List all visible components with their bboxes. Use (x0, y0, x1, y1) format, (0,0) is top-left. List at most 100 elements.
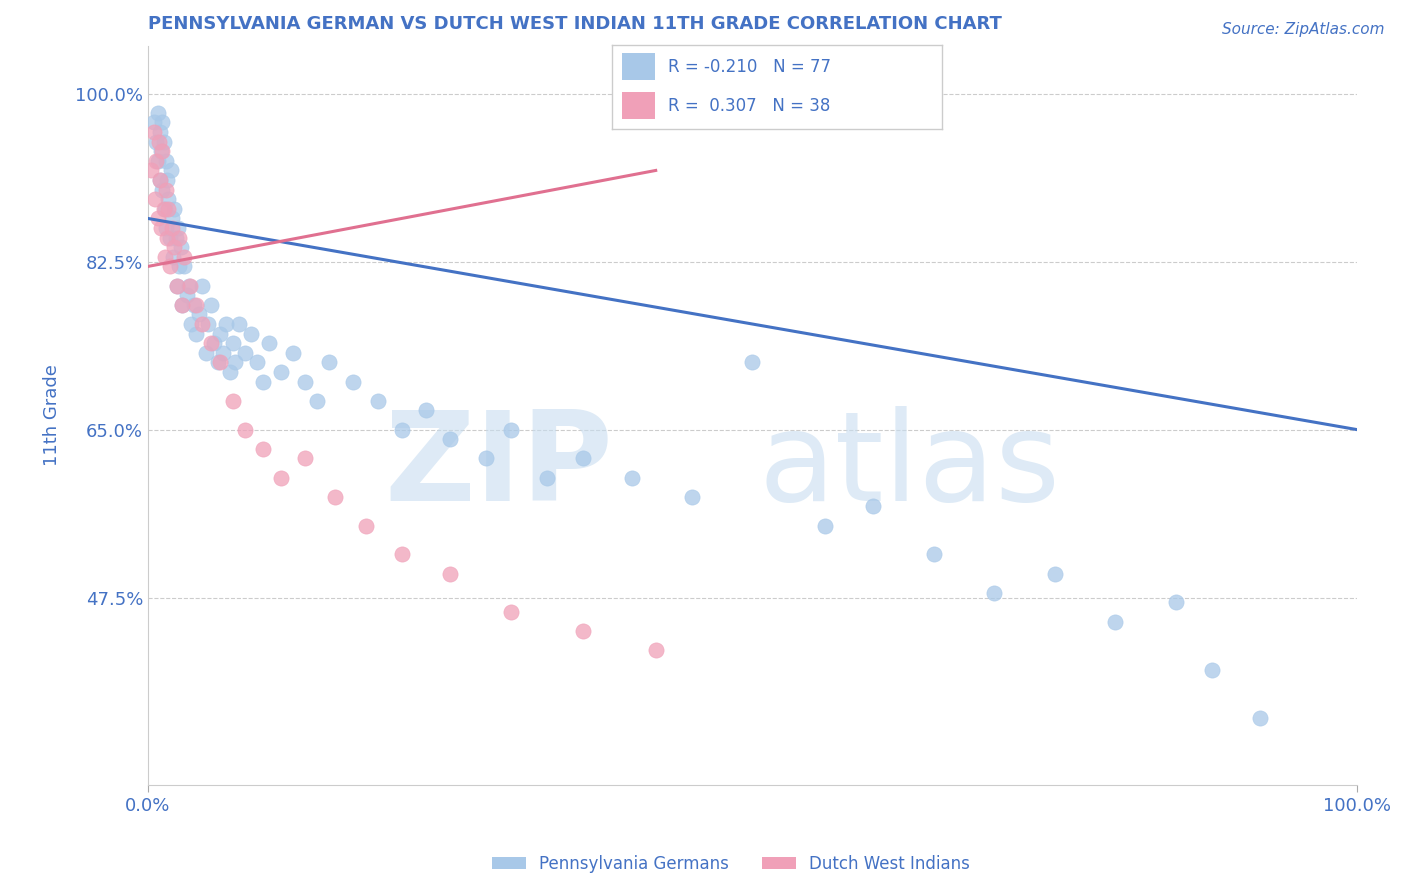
Point (149, 173, 172, 187)
Point (160, 163, 183, 178)
Point (157, 202, 180, 216)
Point (200, 298, 222, 312)
Point (294, 451, 316, 466)
Point (160, 221, 183, 235)
Point (197, 317, 219, 331)
Point (270, 470, 292, 484)
Point (159, 260, 181, 274)
Point (246, 355, 269, 369)
Point (572, 624, 595, 639)
Point (156, 173, 179, 187)
Point (354, 518, 377, 533)
Point (862, 500, 884, 514)
Point (169, 240, 191, 254)
Point (219, 365, 242, 379)
Y-axis label: 11th Grade: 11th Grade (44, 364, 60, 467)
Point (207, 355, 229, 369)
Point (173, 250, 195, 264)
Point (572, 451, 595, 466)
Point (415, 403, 437, 417)
Point (146, 106, 169, 120)
Point (221, 393, 243, 408)
Point (307, 393, 329, 408)
Point (186, 326, 208, 341)
Point (323, 490, 346, 504)
Point (1201, 663, 1223, 677)
Point (922, 548, 945, 562)
Point (173, 260, 195, 274)
Point (152, 135, 174, 149)
Point (157, 192, 180, 206)
Point (150, 115, 173, 129)
Point (176, 288, 198, 302)
Point (142, 125, 165, 139)
Point (681, 490, 703, 504)
Point (644, 643, 666, 657)
Point (221, 336, 243, 351)
Point (166, 278, 188, 293)
FancyBboxPatch shape (621, 54, 655, 80)
Point (191, 317, 214, 331)
Point (200, 336, 222, 351)
Point (143, 192, 166, 206)
Point (741, 355, 763, 369)
Point (281, 346, 304, 360)
Point (475, 451, 498, 466)
Point (150, 145, 173, 159)
Point (177, 278, 200, 293)
Point (141, 163, 163, 178)
Point (983, 586, 1005, 600)
Text: Source: ZipAtlas.com: Source: ZipAtlas.com (1222, 22, 1385, 37)
Point (194, 346, 217, 360)
Point (170, 298, 193, 312)
Point (162, 250, 184, 264)
Point (167, 221, 190, 235)
Point (499, 605, 522, 619)
Point (163, 202, 186, 216)
Point (155, 221, 177, 235)
Point (146, 211, 169, 226)
Point (814, 518, 837, 533)
Point (165, 230, 187, 244)
Point (215, 317, 238, 331)
Point (153, 250, 176, 264)
Point (211, 346, 233, 360)
Point (170, 298, 193, 312)
Point (149, 173, 172, 187)
Point (224, 355, 246, 369)
Point (1043, 566, 1066, 581)
Point (202, 336, 225, 351)
Point (187, 307, 209, 321)
Point (294, 375, 316, 389)
Point (439, 432, 461, 446)
Point (150, 183, 173, 197)
Point (159, 230, 181, 244)
Point (1104, 615, 1126, 629)
Point (318, 355, 340, 369)
Point (183, 298, 205, 312)
Legend: Pennsylvania Germans, Dutch West Indians: Pennsylvania Germans, Dutch West Indians (485, 848, 977, 880)
Point (209, 326, 232, 341)
Point (209, 355, 232, 369)
Text: PENNSYLVANIA GERMAN VS DUTCH WEST INDIAN 11TH GRADE CORRELATION CHART: PENNSYLVANIA GERMAN VS DUTCH WEST INDIAN… (148, 15, 1001, 33)
Point (233, 423, 256, 437)
Point (152, 202, 174, 216)
Point (180, 317, 202, 331)
Point (367, 393, 389, 408)
FancyBboxPatch shape (621, 92, 655, 120)
Point (342, 375, 364, 389)
Point (499, 423, 522, 437)
Point (146, 153, 169, 168)
Point (149, 125, 172, 139)
Text: R =  0.307   N = 38: R = 0.307 N = 38 (668, 96, 830, 114)
Point (179, 278, 201, 293)
Point (169, 230, 191, 244)
Point (252, 375, 274, 389)
Point (228, 317, 250, 331)
Point (145, 135, 167, 149)
Point (270, 365, 292, 379)
Point (239, 326, 262, 341)
Point (439, 566, 461, 581)
Point (252, 442, 274, 456)
Point (391, 548, 413, 562)
